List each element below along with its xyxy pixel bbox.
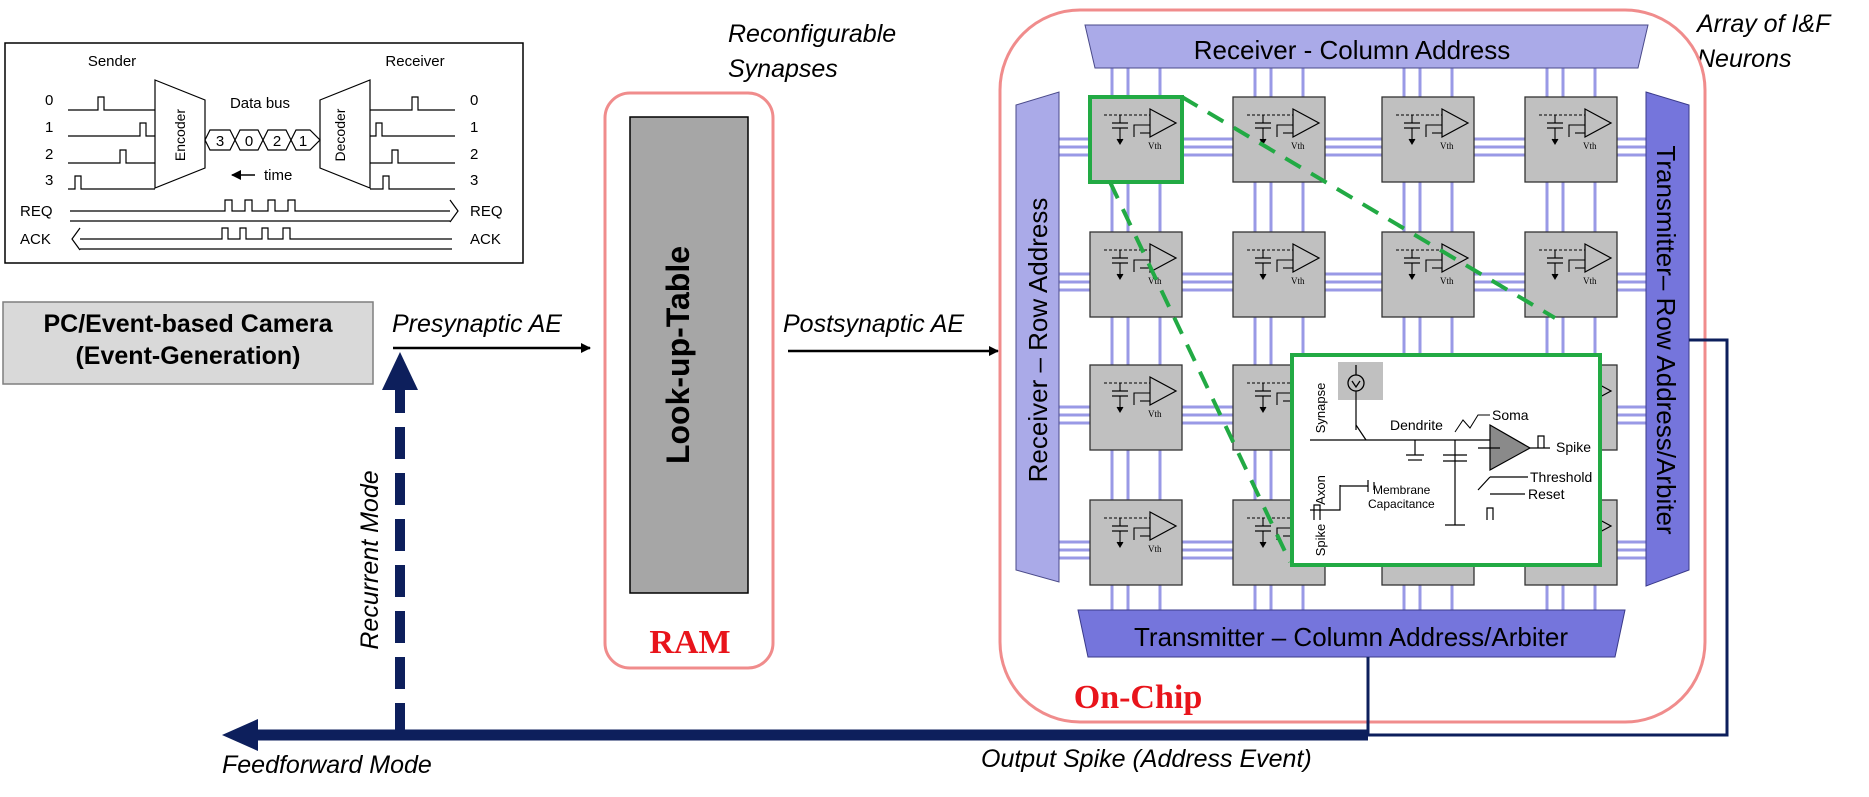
decoder-block xyxy=(319,79,371,189)
reset-label: Reset xyxy=(1528,486,1565,502)
vth-label: Vth xyxy=(1148,409,1162,419)
channel-label: 0 xyxy=(45,92,53,109)
receiver-row-bar xyxy=(1015,91,1060,583)
vth-label: Vth xyxy=(1148,276,1162,286)
channel-label: 1 xyxy=(470,119,478,136)
dendrite-label: Dendrite xyxy=(1390,417,1443,433)
req-label: REQ xyxy=(20,203,53,220)
recurrent-arrowhead xyxy=(382,352,418,390)
channel-label: 1 xyxy=(45,119,53,136)
spike-out-label: Spike xyxy=(1556,439,1591,455)
ram-block: Look-up-Table RAM xyxy=(603,91,775,670)
protocol-inset: Sender Receiver Data bus 0 1 2 3 0 1 2 3… xyxy=(4,42,524,264)
vth-label: Vth xyxy=(1440,141,1454,151)
recurrent-label: Recurrent Mode xyxy=(356,470,384,649)
sender-pulse-trains xyxy=(68,96,155,190)
encoder-block xyxy=(154,79,206,189)
channel-label: 0 xyxy=(470,92,478,109)
data-bus-label: Data bus xyxy=(230,95,290,112)
encoder-label: Encoder xyxy=(172,109,188,161)
channel-label: 3 xyxy=(470,172,478,189)
source-line2: (Event-Generation) xyxy=(75,342,300,370)
neuron-detail-inset: Synapse Dendrite Soma Spike Threshold Re… xyxy=(1290,353,1602,567)
spike-in-label: Spike xyxy=(1313,524,1328,557)
receiver-label: Receiver xyxy=(385,53,444,70)
source-line1: PC/Event-based Camera xyxy=(43,310,333,338)
neuron-cell: Vth xyxy=(1381,231,1475,318)
event-source-box: PC/Event-based Camera (Event-Generation) xyxy=(2,301,374,385)
array-label: Array of I&F xyxy=(1695,10,1832,38)
sender-label: Sender xyxy=(88,53,136,70)
ack-label: ACK xyxy=(20,231,51,248)
ram-label: RAM xyxy=(649,624,730,661)
membrane-label: Membrane xyxy=(1373,483,1431,497)
lookup-table-label: Look-up-Table xyxy=(660,246,696,464)
zoom-line xyxy=(1180,95,1557,320)
threshold-label: Threshold xyxy=(1530,469,1592,485)
synapses-label: Synapses xyxy=(728,55,838,83)
zoom-line xyxy=(1108,181,1292,563)
channel-label: 2 xyxy=(45,146,53,163)
receiver-column-bar xyxy=(1084,24,1649,69)
receiver-row-label: Receiver – Row Address xyxy=(1023,198,1053,483)
transmitter-row-bar xyxy=(1645,91,1690,587)
soma-label: Soma xyxy=(1492,407,1529,423)
bus-value: 0 xyxy=(245,133,253,150)
output-spike-label: Output Spike (Address Event) xyxy=(981,745,1312,773)
channel-label: 2 xyxy=(470,146,478,163)
axon-label: Axon xyxy=(1313,475,1328,505)
ack-line xyxy=(80,227,452,240)
neurons-label: Neurons xyxy=(1697,45,1792,73)
neuron-cell: Vth xyxy=(1089,96,1183,183)
vth-label: Vth xyxy=(1291,276,1305,286)
transmitter-column-label: Transmitter – Column Address/Arbiter xyxy=(1134,622,1568,652)
on-chip-label: On-Chip xyxy=(1074,679,1203,716)
req-label: REQ xyxy=(470,203,503,220)
vth-label: Vth xyxy=(1148,141,1162,151)
vth-label: Vth xyxy=(1440,276,1454,286)
output-spike-wire-row xyxy=(1368,338,1729,737)
neuron-cell: Vth xyxy=(1232,231,1326,318)
vth-label: Vth xyxy=(1583,276,1597,286)
highlighted-neuron xyxy=(1088,95,1184,184)
ack-label: ACK xyxy=(470,231,501,248)
vth-label: Vth xyxy=(1291,141,1305,151)
postsynaptic-label: Postsynaptic AE xyxy=(783,310,964,338)
data-bus-chain xyxy=(204,129,321,151)
synapse-label: Synapse xyxy=(1313,383,1328,434)
receiver-pulse-trains xyxy=(370,96,455,190)
feedforward-arrowhead xyxy=(222,719,258,751)
transmitter-column-bar xyxy=(1077,609,1626,658)
neuron-cell: Vth xyxy=(1089,499,1183,586)
req-line xyxy=(70,199,450,212)
vth-label: Vth xyxy=(1583,141,1597,151)
neuron-cell: Vth xyxy=(1232,96,1326,183)
reconfigurable-label: Reconfigurable xyxy=(728,20,896,48)
transmitter-row-label: Transmitter– Row Address/Arbiter xyxy=(1651,145,1681,535)
receiver-column-label: Receiver - Column Address xyxy=(1194,35,1510,65)
bus-value: 2 xyxy=(273,133,281,150)
time-label: time xyxy=(264,167,292,184)
feedforward-label: Feedforward Mode xyxy=(222,751,432,779)
neuron-cell: Vth xyxy=(1381,96,1475,183)
neuron-cell: Vth xyxy=(1524,96,1618,183)
bus-value: 3 xyxy=(216,133,224,150)
decoder-label: Decoder xyxy=(332,108,348,161)
bus-value: 1 xyxy=(299,133,307,150)
lookup-table-block xyxy=(629,116,749,594)
neuron-cell: Vth xyxy=(1524,231,1618,318)
presynaptic-label: Presynaptic AE xyxy=(392,310,562,338)
on-chip-block: Receiver - Column Address Receiver – Row… xyxy=(998,8,1707,724)
vth-label: Vth xyxy=(1148,544,1162,554)
neuron-cell: Vth xyxy=(1089,364,1183,451)
channel-label: 3 xyxy=(45,172,53,189)
capacitance-label: Capacitance xyxy=(1368,497,1435,511)
